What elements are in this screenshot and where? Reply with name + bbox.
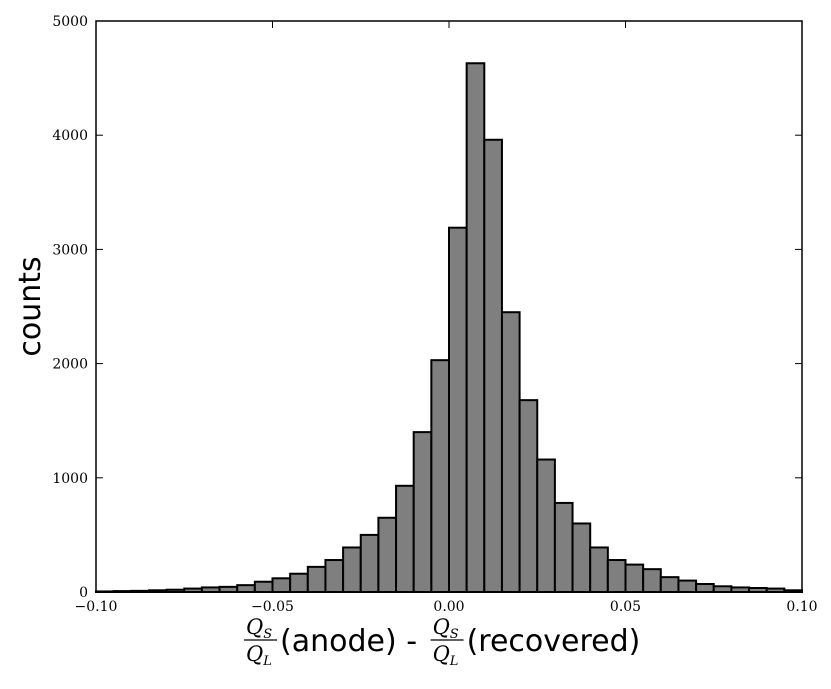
left-fraction-numerator: QS	[246, 615, 272, 642]
x-tick-label: −0.05	[251, 599, 294, 615]
histogram-bar	[289, 572, 309, 594]
plot-frame	[95, 20, 803, 593]
histogram-bar	[412, 431, 433, 593]
histogram-bar	[659, 576, 680, 593]
histogram-bar	[253, 580, 274, 593]
x-tick-label: −0.10	[75, 599, 118, 615]
histogram-bar	[377, 516, 398, 594]
histogram-bar	[448, 226, 468, 593]
histogram-bar	[695, 583, 715, 593]
y-tick-label: 3000	[52, 242, 88, 258]
x-tick-label: 0.10	[786, 599, 817, 615]
histogram-bar	[536, 458, 556, 594]
histogram-bar	[359, 533, 380, 594]
x-axis-title-recovered: (recovered)	[467, 624, 641, 659]
histogram-bar	[483, 138, 503, 593]
histogram-bar	[606, 559, 627, 593]
histogram-bar	[500, 311, 521, 593]
histogram-bar	[624, 563, 645, 593]
y-tick-label: 5000	[52, 14, 88, 30]
left-fraction-denominator: QL	[246, 642, 272, 669]
histogram-bar	[324, 559, 345, 593]
histogram-bar	[271, 577, 292, 594]
histogram-bar	[342, 546, 362, 593]
x-axis-title-anode: (anode) -	[280, 624, 427, 659]
histogram-bar	[553, 501, 574, 594]
histogram-bar	[430, 359, 451, 594]
histogram-bar	[465, 62, 486, 593]
histogram-bar	[236, 584, 256, 594]
y-tick-labels: 0 1000 2000 3000 4000 5000	[52, 14, 88, 601]
histogram-bar	[589, 546, 609, 593]
right-fraction-numerator: QS	[433, 615, 459, 642]
x-axis-title: QS QL (anode) - QS QL (recovered)	[244, 615, 640, 669]
histogram-bar	[218, 585, 239, 594]
x-tick-label: 0.05	[610, 599, 641, 615]
y-tick-label: 4000	[52, 128, 88, 144]
y-tick-label: 0	[79, 585, 88, 601]
histogram-bar	[571, 522, 592, 593]
bars-layer	[95, 62, 803, 594]
histogram-bar	[712, 585, 733, 593]
y-axis-title: counts	[13, 256, 48, 356]
histogram-bar	[395, 484, 415, 594]
histogram-bar	[642, 568, 662, 593]
histogram-bar	[677, 579, 698, 594]
histogram-bar	[518, 399, 539, 594]
right-fraction-denominator: QL	[433, 642, 459, 669]
y-tick-label: 1000	[52, 471, 88, 487]
x-tick-labels: −0.10 −0.05 0.00 0.05 0.10	[75, 599, 818, 615]
histogram-bar	[306, 565, 327, 593]
x-tick-label: 0.00	[433, 599, 464, 615]
y-tick-label: 2000	[52, 357, 88, 373]
